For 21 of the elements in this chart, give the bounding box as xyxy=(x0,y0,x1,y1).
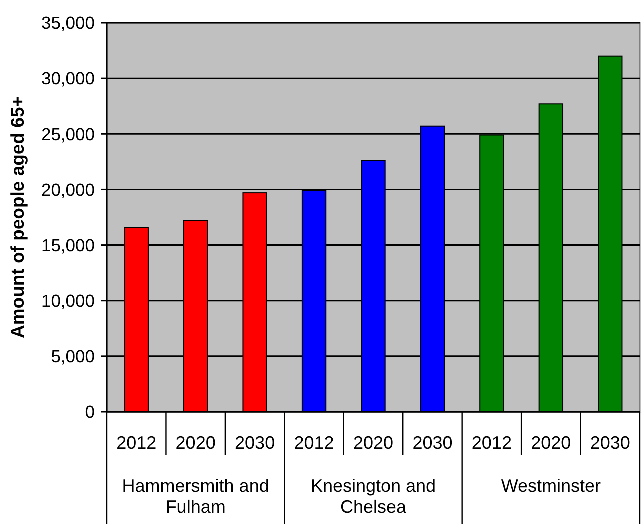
y-tick-label: 15,000 xyxy=(41,235,96,256)
x-tick-label: 2030 xyxy=(590,433,630,453)
y-tick-label: 10,000 xyxy=(41,290,96,311)
x-tick-label: 2020 xyxy=(176,433,216,453)
legend-label: Hammersmith and Fulham xyxy=(122,476,270,517)
x-tick-label: 2020 xyxy=(531,433,572,453)
x-tick-label: 2012 xyxy=(294,433,334,453)
x-tick-label: 2012 xyxy=(472,433,512,453)
x-tick-label: 2020 xyxy=(353,433,394,453)
y-tick-label: 5,000 xyxy=(51,346,96,367)
x-tick-label: 2030 xyxy=(235,433,276,453)
x-tick-label: 2012 xyxy=(116,433,157,453)
y-tick-label: 30,000 xyxy=(41,68,96,89)
legend-label: Knesington and Chelsea xyxy=(310,476,436,517)
y-tick-label: 35,000 xyxy=(41,13,96,34)
y-tick-label: 20,000 xyxy=(41,180,96,200)
y-tick-label: 0 xyxy=(85,402,96,422)
legend-label: Westminster xyxy=(501,476,602,496)
y-tick-label: 25,000 xyxy=(41,124,96,144)
y-axis-title: Amount of people aged 65+ xyxy=(7,96,28,339)
x-tick-label: 2030 xyxy=(412,433,453,453)
